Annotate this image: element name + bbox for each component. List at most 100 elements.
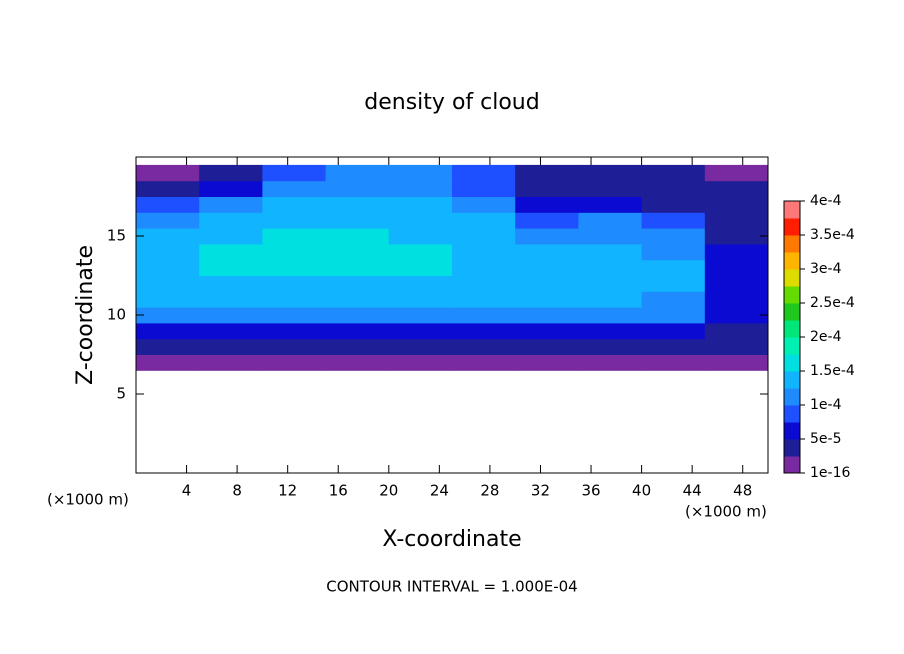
field-cell: [704, 322, 769, 340]
field-cell: [325, 354, 390, 371]
field-cell: [578, 338, 643, 355]
colorbar-swatch: [784, 286, 800, 304]
field-cell: [515, 354, 579, 371]
field-cell: [136, 212, 200, 229]
field-cell: [262, 180, 327, 197]
x-axis-label: X-coordinate: [382, 527, 521, 552]
field-cell: [515, 322, 579, 340]
field-cell: [262, 307, 327, 324]
field-cell: [452, 228, 516, 245]
field-cell: [452, 354, 516, 371]
field-cell: [641, 338, 706, 355]
colorbar-swatch: [784, 218, 800, 236]
field-cell: [388, 228, 453, 245]
colorbar-label: 3e-4: [810, 261, 842, 277]
field-cell: [325, 212, 390, 229]
colorbar-swatch: [784, 388, 800, 406]
field-cell: [262, 291, 327, 308]
field-cell: [136, 291, 200, 308]
field-cell: [388, 164, 453, 182]
field-cell: [262, 243, 327, 261]
field-cell: [704, 291, 769, 308]
chart-title: density of cloud: [364, 90, 539, 115]
field-cell: [199, 275, 263, 292]
field-cell: [515, 164, 579, 182]
colorbar-swatch: [784, 337, 800, 355]
field-cell: [578, 164, 643, 182]
field-cell: [388, 180, 453, 197]
field-cell: [325, 228, 390, 245]
x-tick-label: 32: [531, 482, 550, 500]
field-cell: [452, 212, 516, 229]
field-cell: [262, 322, 327, 340]
field-cell: [704, 307, 769, 324]
field-cell: [704, 275, 769, 292]
field-cell: [578, 275, 643, 292]
x-tick-label: 20: [379, 482, 398, 500]
field-cell: [641, 354, 706, 371]
field-cell: [578, 354, 643, 371]
field-cell: [136, 228, 200, 245]
field-cell: [515, 275, 579, 292]
y-tick-label: 15: [107, 227, 126, 245]
field-cell: [641, 259, 706, 276]
x-tick-label: 4: [182, 482, 192, 500]
field-cell: [388, 354, 453, 371]
field-cell: [325, 338, 390, 355]
field-cell: [136, 354, 200, 371]
x-tick-label: 44: [683, 482, 702, 500]
field-cell: [262, 164, 327, 182]
field-cell: [325, 243, 390, 261]
field-cell: [641, 243, 706, 261]
field-cell: [136, 259, 200, 276]
field-cell: [199, 354, 263, 371]
field-cell: [262, 196, 327, 213]
colorbar-swatch: [784, 235, 800, 253]
field-cell: [325, 164, 390, 182]
field-cell: [199, 307, 263, 324]
field-cell: [641, 228, 706, 245]
field-cell: [515, 259, 579, 276]
x-tick-label: 48: [733, 482, 752, 500]
x-tick-label: 16: [329, 482, 348, 500]
field-cell: [578, 243, 643, 261]
field-cell: [578, 322, 643, 340]
field-cell: [578, 228, 643, 245]
colorbar-swatch: [784, 303, 800, 321]
field-cell: [325, 259, 390, 276]
colorbar-label: 5e-5: [810, 431, 841, 447]
field-cell: [199, 228, 263, 245]
field-cell: [325, 291, 390, 308]
field-cell: [704, 180, 769, 197]
field-cell: [452, 196, 516, 213]
colorbar-label: 1e-16: [810, 465, 850, 481]
x-unit: (×1000 m): [685, 503, 767, 521]
field-cell: [704, 212, 769, 229]
x-tick-label: 8: [232, 482, 242, 500]
field-cell: [136, 338, 200, 355]
x-tick-label: 28: [480, 482, 499, 500]
field-cell: [515, 196, 579, 213]
field-cell: [262, 259, 327, 276]
field-cell: [136, 243, 200, 261]
field-cell: [199, 322, 263, 340]
field-cell: [515, 243, 579, 261]
y-tick-label: 5: [116, 385, 126, 403]
field-cell: [515, 291, 579, 308]
colorbar-swatch: [784, 405, 800, 423]
colorbar-swatch: [784, 456, 800, 474]
field-cell: [641, 291, 706, 308]
field-cell: [515, 212, 579, 229]
y-tick-label: 10: [107, 306, 126, 324]
colorbar-swatch: [784, 422, 800, 440]
colorbar-swatch: [784, 439, 800, 457]
field-cell: [388, 291, 453, 308]
field-cell: [641, 275, 706, 292]
field-cell: [704, 338, 769, 355]
field-cell: [452, 243, 516, 261]
field-cell: [199, 259, 263, 276]
field-cell: [452, 180, 516, 197]
field-cell: [704, 243, 769, 261]
field-cell: [136, 322, 200, 340]
field-cell: [388, 322, 453, 340]
